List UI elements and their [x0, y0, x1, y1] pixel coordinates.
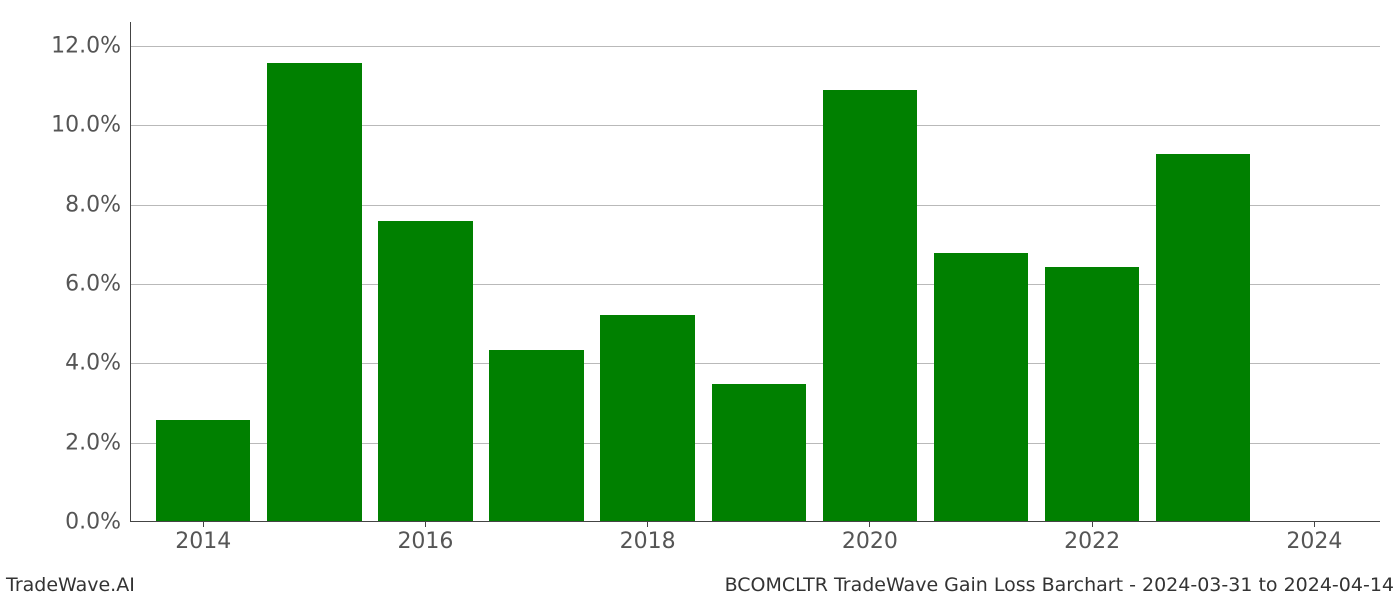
y-tick-label: 12.0%: [51, 33, 131, 58]
y-tick-label: 0.0%: [65, 510, 131, 535]
x-tick-label: 2016: [397, 529, 453, 554]
figure: 0.0% 2.0% 4.0% 6.0% 8.0% 10.0% 12.0% 2014 2016 20…: [0, 0, 1400, 600]
x-tick-label: 2018: [620, 529, 676, 554]
bar: [823, 90, 917, 521]
x-tick-mark: [425, 521, 426, 527]
y-tick-label: 2.0%: [65, 430, 131, 455]
x-tick-mark: [869, 521, 870, 527]
x-tick-label: 2020: [842, 529, 898, 554]
x-tick-mark: [1314, 521, 1315, 527]
x-tick-mark: [647, 521, 648, 527]
bar: [378, 221, 472, 521]
bar: [712, 384, 806, 521]
x-tick-label: 2014: [175, 529, 231, 554]
x-tick-mark: [203, 521, 204, 527]
bar: [1156, 154, 1250, 521]
y-tick-label: 6.0%: [65, 271, 131, 296]
x-tick-label: 2022: [1064, 529, 1120, 554]
footer-right-text: BCOMCLTR TradeWave Gain Loss Barchart - …: [725, 574, 1394, 596]
bar: [156, 420, 250, 521]
plot-area: 0.0%2.0%4.0%6.0%8.0%10.0%12.0%2014201620…: [130, 22, 1380, 522]
bar: [267, 63, 361, 521]
bar: [489, 350, 583, 521]
bar: [934, 253, 1028, 521]
y-tick-label: 10.0%: [51, 113, 131, 138]
x-tick-label: 2024: [1286, 529, 1342, 554]
bar: [600, 315, 694, 521]
y-tick-label: 4.0%: [65, 351, 131, 376]
y-tick-label: 8.0%: [65, 192, 131, 217]
bar: [1045, 267, 1139, 521]
y-gridline: [131, 46, 1380, 47]
footer-left-text: TradeWave.AI: [6, 574, 135, 596]
x-tick-mark: [1092, 521, 1093, 527]
